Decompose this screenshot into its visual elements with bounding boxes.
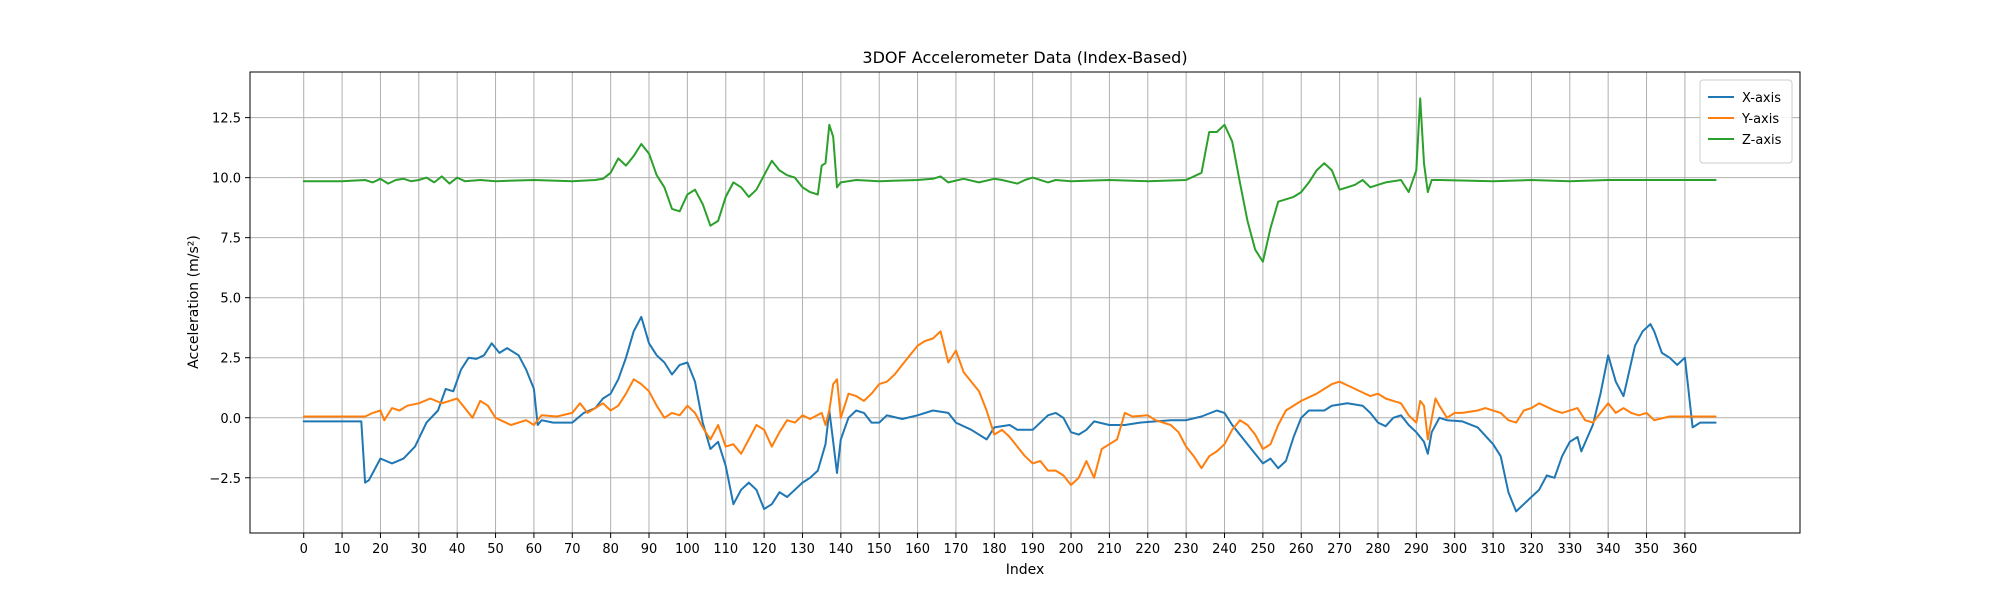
x-tick-label: 250 <box>1250 542 1275 557</box>
y-tick-label: 2.5 <box>220 352 241 367</box>
y-tick-label: 12.5 <box>212 112 241 127</box>
x-tick-label: 270 <box>1327 542 1352 557</box>
x-tick-label: 220 <box>1135 542 1160 557</box>
x-tick-label: 260 <box>1289 542 1314 557</box>
x-tick-label: 0 <box>300 542 308 557</box>
series-line-z-axis <box>302 97 1717 263</box>
series-line-y-axis <box>302 330 1717 486</box>
legend-label: Y-axis <box>1741 112 1779 127</box>
y-tick-label: 5.0 <box>220 292 241 307</box>
x-tick-label: 70 <box>564 542 581 557</box>
legend-box <box>1699 79 1793 164</box>
x-tick-label: 30 <box>411 542 428 557</box>
x-tick-label: 150 <box>867 542 892 557</box>
legend-label: X-axis <box>1742 91 1781 106</box>
x-tick-label: 230 <box>1174 542 1199 557</box>
x-tick-label: 90 <box>641 542 658 557</box>
x-axis-label: Index <box>1006 562 1045 578</box>
x-tick-label: 60 <box>526 542 543 557</box>
y-tick-label: −2.5 <box>209 472 241 487</box>
x-tick-label: 160 <box>905 542 930 557</box>
x-tick-label: 360 <box>1672 542 1697 557</box>
x-tick-label: 20 <box>372 542 389 557</box>
y-tick-label: 7.5 <box>220 232 241 247</box>
x-tick-label: 100 <box>675 542 700 557</box>
series-layer <box>302 97 1717 513</box>
x-tick-label: 240 <box>1212 542 1237 557</box>
grid-layer <box>250 72 1800 533</box>
x-tick-label: 180 <box>982 542 1007 557</box>
x-tick-label: 40 <box>449 542 466 557</box>
x-tick-label: 320 <box>1519 542 1544 557</box>
x-tick-label: 170 <box>944 542 969 557</box>
x-tick-label: 110 <box>713 542 738 557</box>
chart-title: 3DOF Accelerometer Data (Index-Based) <box>862 48 1187 67</box>
x-tick-label: 310 <box>1481 542 1506 557</box>
legend: X-axis Y-axis Z-axis <box>1699 79 1793 164</box>
x-tick-label: 330 <box>1557 542 1582 557</box>
x-tick-label: 280 <box>1366 542 1391 557</box>
x-tick-label: 350 <box>1634 542 1659 557</box>
y-tick-label: 10.0 <box>212 172 241 187</box>
x-tick-label: 50 <box>487 542 504 557</box>
x-tick-label: 210 <box>1097 542 1122 557</box>
x-tick-label: 10 <box>334 542 351 557</box>
x-tick-label: 300 <box>1442 542 1467 557</box>
legend-label: Z-axis <box>1742 133 1782 148</box>
plot-area-frame <box>249 71 1801 534</box>
x-tick-label: 200 <box>1059 542 1084 557</box>
x-tick-label: 80 <box>602 542 619 557</box>
x-tick-label: 140 <box>828 542 853 557</box>
x-tick-label: 120 <box>752 542 777 557</box>
x-tick-label: 290 <box>1404 542 1429 557</box>
x-tick-label: 190 <box>1020 542 1045 557</box>
y-axis-label: Acceleration (m/s²) <box>186 235 202 369</box>
y-tick-label: 0.0 <box>220 412 241 427</box>
tick-layer: 0 10 20 30 40 50 60 70 80 90 100 110 120 130 140 150 160… <box>209 112 1697 557</box>
x-tick-label: 340 <box>1596 542 1621 557</box>
x-tick-label: 130 <box>790 542 815 557</box>
series-line-x-axis <box>302 315 1717 513</box>
